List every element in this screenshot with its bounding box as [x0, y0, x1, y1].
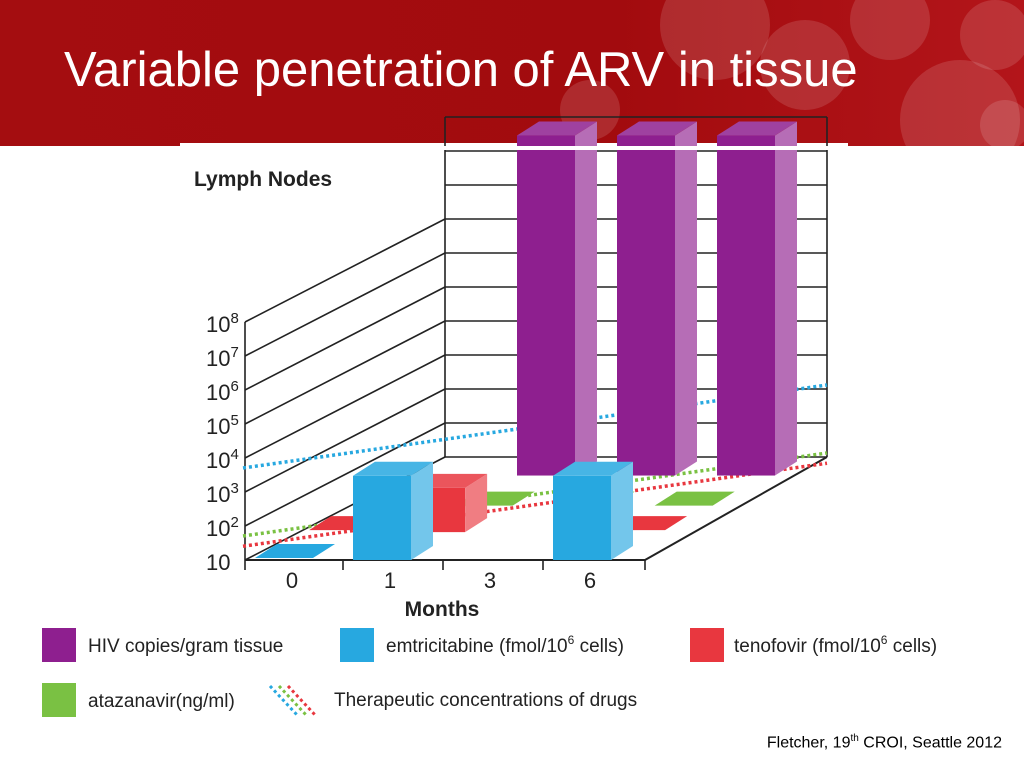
legend-swatch-hiv	[42, 628, 76, 662]
y-tick-label: 102	[206, 514, 239, 541]
legend-label-atazanavir: atazanavir(ng/ml)	[88, 691, 235, 712]
x-tick-label: 1	[384, 568, 396, 593]
y-tick-label: 10	[206, 550, 230, 575]
legend: HIV copies/gram tissue emtricitabine (fmo…	[42, 628, 937, 718]
y-tick-label: 106	[206, 378, 239, 405]
bar-hiv-1	[517, 121, 597, 476]
bar-front	[353, 475, 411, 560]
bars	[255, 121, 797, 560]
legend-therapeutic-swatch-tenofovir	[286, 684, 318, 718]
x-tick-label: 6	[584, 568, 596, 593]
bar-side	[775, 121, 797, 476]
side-gridline	[244, 354, 446, 459]
bar-side	[411, 461, 433, 560]
bar-side	[611, 461, 633, 560]
title-banner: Variable penetration of ARV in tissue	[0, 0, 1024, 146]
x-tick-labels: 0 1 3 6	[244, 560, 646, 593]
bar-side	[575, 121, 597, 476]
floor-right-edge	[644, 456, 828, 561]
y-tick-label: 104	[206, 446, 239, 473]
legend-therapeutic-swatch-atazanavir	[277, 684, 309, 718]
y-tick-label: 105	[206, 412, 239, 439]
legend-label-therapeutic: Therapeutic concentrations of drugs	[334, 690, 637, 711]
bar-emtricitabine-1	[353, 461, 433, 560]
legend-label-tenofovir: tenofovir (fmol/106 cells)	[734, 633, 937, 657]
side-gridline	[244, 422, 446, 527]
bar-top	[717, 121, 797, 136]
side-gridline	[244, 388, 446, 493]
bar-top	[553, 461, 633, 476]
bar-emtricitabine-6	[553, 461, 633, 560]
side-gridline	[244, 252, 446, 357]
x-tick-label: 0	[286, 568, 298, 593]
bar-top	[517, 121, 597, 136]
bar-top	[617, 121, 697, 136]
slide-title: Variable penetration of ARV in tissue	[64, 43, 858, 97]
bar-top	[353, 461, 433, 476]
y-tick-labels: 10 102 103 104 105 106 107 108	[206, 310, 239, 575]
legend-therapeutic-swatch-emtricitabine	[268, 684, 300, 718]
legend-label-hiv: HIV copies/gram tissue	[88, 636, 283, 657]
side-gridline	[244, 218, 446, 323]
x-tick-label: 3	[484, 568, 496, 593]
therapeutic-line-tenofovir	[242, 461, 828, 548]
legend-swatch-atazanavir	[42, 683, 76, 717]
bar-front	[517, 135, 575, 476]
legend-swatch-emtricitabine	[340, 628, 374, 662]
x-axis-label: Months	[405, 598, 480, 621]
side-gridline	[244, 320, 446, 425]
citation-suffix: CROI, Seattle 2012	[858, 734, 1002, 752]
banner-bubbles	[0, 0, 1024, 146]
bar-emtricitabine-0	[255, 544, 335, 558]
bar-atazanavir-6	[654, 491, 735, 506]
bar-front	[717, 135, 775, 476]
citation: Fletcher, 19th CROI, Seattle 2012	[767, 733, 1002, 752]
bar-side	[675, 121, 697, 476]
y-tick-label: 103	[206, 480, 239, 507]
bar-side	[465, 473, 488, 533]
bar-front	[553, 475, 611, 560]
legend-label-emtricitabine: emtricitabine (fmol/106 cells)	[386, 633, 624, 657]
bar-hiv-3	[617, 121, 697, 476]
y-tick-label: 108	[206, 310, 239, 337]
citation-sup: th	[850, 733, 859, 744]
legend-swatch-tenofovir	[690, 628, 724, 662]
bar-hiv-6	[717, 121, 797, 476]
citation-prefix: Fletcher, 19	[766, 734, 851, 752]
top-mask	[180, 146, 848, 150]
chart-title: Lymph Nodes	[194, 168, 332, 191]
y-tick-label: 107	[206, 344, 239, 371]
bar-front	[617, 135, 675, 476]
side-gridline	[244, 286, 446, 391]
